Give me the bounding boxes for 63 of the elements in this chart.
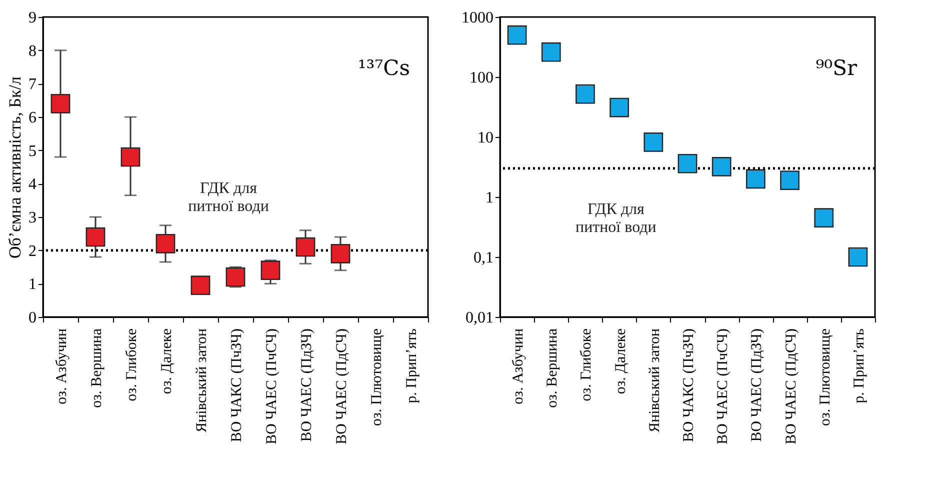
ref-line-label: ГДК для питної води [576, 201, 657, 236]
point [610, 98, 629, 118]
point [156, 234, 176, 254]
point [260, 260, 280, 280]
point [746, 169, 766, 189]
y-axis-title: Обʼємна активність, Бк/л [6, 76, 24, 258]
x-tick-label: Янівський затон [194, 328, 210, 432]
point [644, 132, 664, 152]
y-tick-label: 0,01 [466, 310, 494, 326]
x-tick-label: р. Прип’ять [404, 328, 420, 404]
y-tick-label: 100 [470, 70, 494, 86]
y-tick-label: 0 [28, 310, 36, 326]
y-tick-label: 1000 [462, 10, 494, 26]
point [678, 154, 698, 174]
point [190, 276, 210, 296]
text: ⁹⁰Sr [816, 56, 858, 80]
text: ¹³⁷Cs [358, 56, 410, 80]
point [507, 25, 527, 45]
x-tick-label: Янівський затон [646, 328, 663, 432]
point [780, 170, 800, 190]
x-tick-label: оз. Вершина [89, 328, 105, 408]
x-tick-label: оз. Глибоке [578, 328, 595, 402]
x-tick-label: ВО ЧАКС (ПчЗЧ) [229, 328, 245, 442]
y-tick-label: 9 [28, 10, 36, 26]
point [86, 227, 106, 247]
y-tick-label: 0,1 [474, 250, 494, 266]
point [226, 267, 246, 287]
point [814, 208, 834, 228]
y-tick-label: 8 [28, 42, 36, 60]
x-tick-label: оз. Глибоке [124, 328, 140, 402]
x-tick-label: р. Прип’ять [851, 328, 868, 404]
x-tick-label: оз. Плютовище [817, 328, 834, 426]
point [296, 237, 316, 257]
y-tick-label: 1 [28, 276, 36, 294]
y-tick-label: 10 [478, 130, 494, 146]
ref-line-label: ГДК для питної води [188, 180, 270, 215]
point [120, 147, 140, 167]
point [848, 247, 868, 267]
y-tick-label: 6 [28, 110, 36, 126]
x-tick-label: ВО ЧАЕС (ПчСЧ) [715, 328, 732, 444]
point [330, 244, 350, 264]
y-tick-label: 7 [28, 76, 36, 94]
point [576, 84, 595, 104]
x-tick-label: оз. Далеке [159, 328, 175, 394]
y-tick-label: 3 [28, 210, 36, 226]
point [712, 157, 732, 176]
x-tick-label: оз. Далеке [612, 328, 629, 394]
x-tick-label: ВО ЧАЕС (ПдСЧ) [783, 328, 800, 444]
x-tick-label: ВО ЧАЕС (ПчСЧ) [264, 328, 280, 444]
x-tick-label: ВО ЧАЕС (ПдСЧ) [334, 328, 350, 444]
x-tick-label: оз. Плютовище [369, 328, 385, 426]
x-tick-label: оз. Азбучин [54, 328, 70, 404]
y-tick-label: 5 [28, 142, 36, 160]
x-tick-label: ВО ЧАЕС (ПдЗЧ) [299, 328, 315, 442]
x-tick-label: оз. Азбучин [510, 328, 527, 404]
point [541, 42, 561, 62]
y-tick-label: 2 [28, 242, 36, 260]
y-tick-label: 1 [486, 190, 494, 206]
x-tick-label: ВО ЧАЕС (ПдЗЧ) [749, 328, 766, 442]
point [50, 94, 70, 114]
x-tick-label: оз. Вершина [544, 328, 561, 408]
x-tick-label: ВО ЧАКС (ПчЗЧ) [681, 328, 697, 442]
y-tick-label: 4 [28, 176, 36, 194]
